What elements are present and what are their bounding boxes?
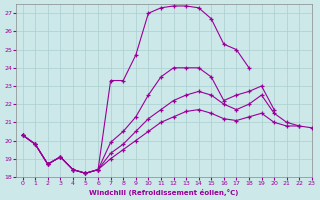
X-axis label: Windchill (Refroidissement éolien,°C): Windchill (Refroidissement éolien,°C): [89, 189, 239, 196]
